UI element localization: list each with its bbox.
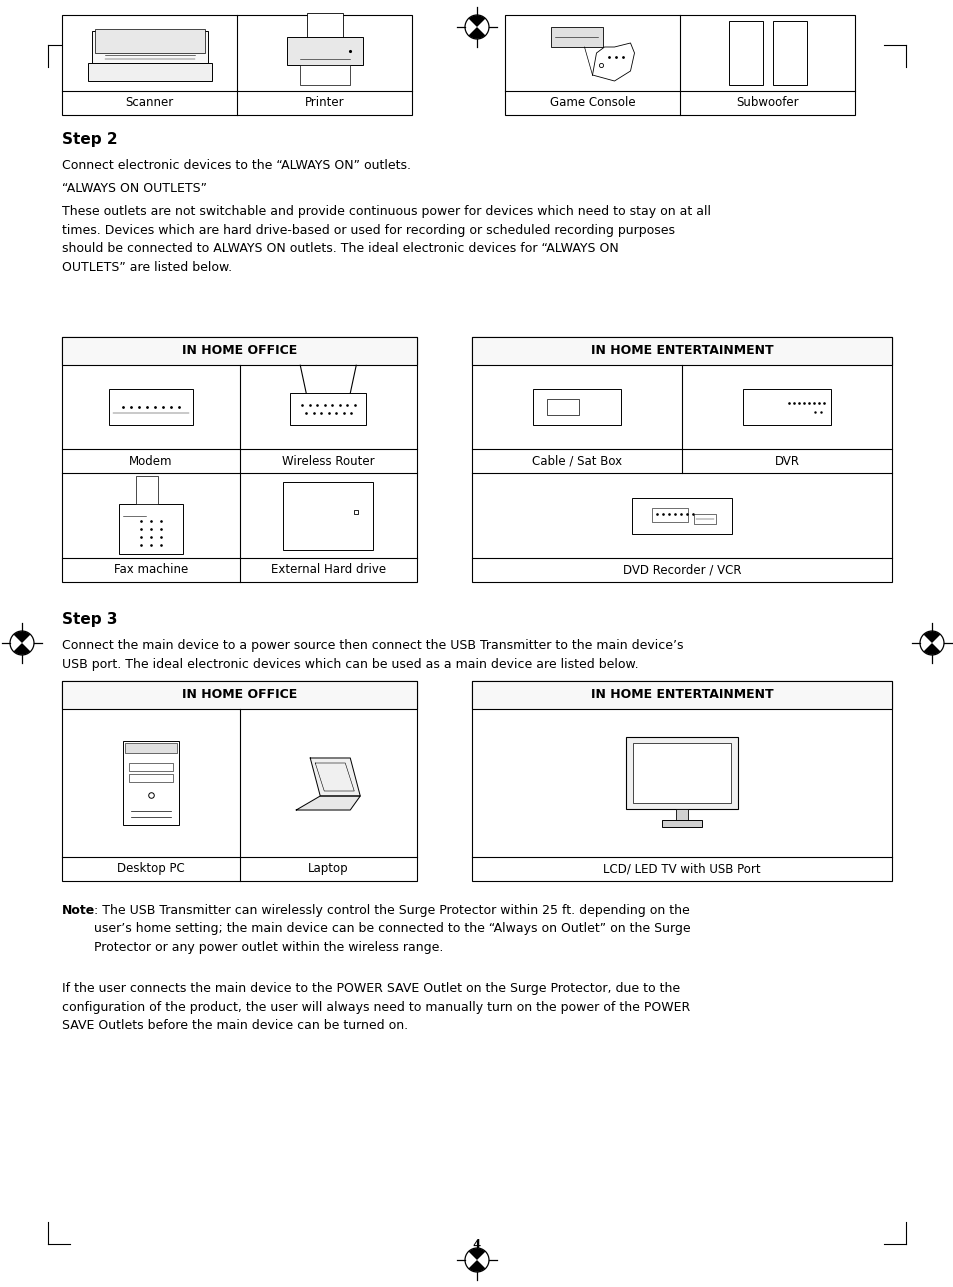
Text: Connect the main device to a power source then connect the USB Transmitter to th: Connect the main device to a power sourc… [62, 640, 682, 671]
Wedge shape [13, 631, 30, 644]
Wedge shape [468, 27, 485, 39]
Text: Note: Note [62, 903, 95, 918]
Bar [91, 31, 208, 63]
Wedge shape [468, 1260, 485, 1272]
Bar [62, 15, 412, 115]
Bar [286, 37, 362, 66]
Bar [504, 15, 854, 115]
Text: DVR: DVR [774, 456, 799, 468]
Bar [550, 27, 602, 48]
Polygon shape [310, 758, 360, 795]
Bar [772, 21, 805, 85]
Text: 4: 4 [473, 1238, 480, 1251]
Bar [283, 481, 373, 550]
Bar [118, 503, 183, 553]
Bar [661, 820, 701, 828]
Bar [129, 773, 172, 782]
Bar [62, 681, 416, 882]
Bar [62, 681, 416, 709]
Bar [472, 337, 891, 582]
Wedge shape [468, 15, 485, 27]
Wedge shape [468, 1248, 485, 1260]
Bar [125, 743, 176, 753]
Text: DVD Recorder / VCR: DVD Recorder / VCR [622, 564, 740, 577]
Polygon shape [592, 42, 634, 81]
Bar [472, 337, 891, 366]
Text: Fax machine: Fax machine [113, 564, 188, 577]
Bar [290, 394, 366, 425]
Bar [472, 681, 891, 709]
Text: Desktop PC: Desktop PC [117, 862, 185, 875]
Text: Wireless Router: Wireless Router [282, 456, 375, 468]
Bar [472, 681, 891, 882]
Text: Scanner: Scanner [125, 97, 173, 109]
Bar [62, 337, 416, 366]
Text: IN HOME OFFICE: IN HOME OFFICE [182, 689, 296, 701]
Text: IN HOME ENTERTAINMENT: IN HOME ENTERTAINMENT [590, 689, 773, 701]
Bar [135, 476, 157, 503]
Wedge shape [923, 644, 940, 655]
Bar [88, 63, 212, 81]
Circle shape [784, 45, 793, 53]
Bar [546, 399, 578, 416]
Bar [62, 337, 416, 582]
Bar [693, 514, 716, 524]
Text: IN HOME ENTERTAINMENT: IN HOME ENTERTAINMENT [590, 345, 773, 358]
Bar [651, 508, 687, 521]
Text: Subwoofer: Subwoofer [736, 97, 798, 109]
Text: Printer: Printer [304, 97, 344, 109]
Bar [533, 389, 620, 425]
Bar [123, 741, 178, 825]
Text: Game Console: Game Console [549, 97, 635, 109]
Text: Connect electronic devices to the “ALWAYS ON” outlets.: Connect electronic devices to the “ALWAY… [62, 160, 411, 172]
Circle shape [760, 402, 768, 409]
Polygon shape [296, 795, 360, 810]
Text: If the user connects the main device to the POWER SAVE Outlet on the Surge Prote: If the user connects the main device to … [62, 982, 690, 1032]
Text: Cable / Sat Box: Cable / Sat Box [532, 456, 621, 468]
Text: Modem: Modem [129, 456, 172, 468]
Text: LCD/ LED TV with USB Port: LCD/ LED TV with USB Port [602, 862, 760, 875]
Bar [299, 66, 349, 85]
Bar [631, 498, 731, 534]
Wedge shape [923, 631, 940, 644]
Bar [742, 389, 830, 425]
Bar [676, 810, 687, 821]
Bar [633, 743, 730, 803]
Bar [728, 21, 761, 85]
Bar [129, 763, 172, 771]
Text: Step 2: Step 2 [62, 133, 117, 147]
Text: These outlets are not switchable and provide continuous power for devices which : These outlets are not switchable and pro… [62, 206, 710, 274]
Bar [625, 737, 738, 810]
Text: External Hard drive: External Hard drive [271, 564, 385, 577]
Wedge shape [13, 644, 30, 655]
Text: Step 3: Step 3 [62, 613, 117, 627]
Bar [306, 13, 342, 41]
Circle shape [740, 45, 749, 53]
Bar [109, 389, 193, 425]
Text: : The USB Transmitter can wirelessly control the Surge Protector within 25 ft. d: : The USB Transmitter can wirelessly con… [94, 903, 690, 954]
Text: “ALWAYS ON OUTLETS”: “ALWAYS ON OUTLETS” [62, 183, 207, 196]
Text: IN HOME OFFICE: IN HOME OFFICE [182, 345, 296, 358]
Text: Laptop: Laptop [308, 862, 348, 875]
Bar [94, 30, 204, 53]
